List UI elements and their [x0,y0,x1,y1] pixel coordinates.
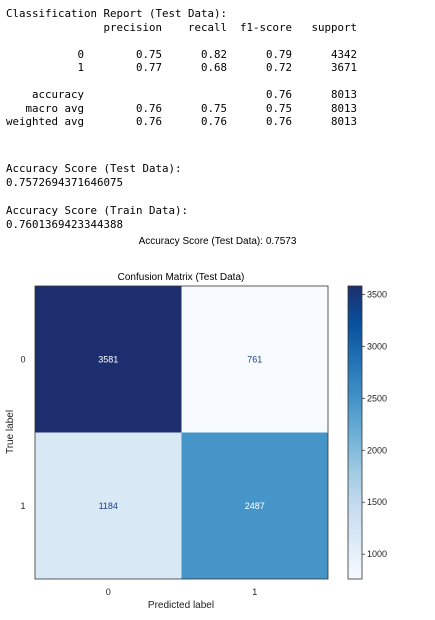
colorbar-tick-label: 3500 [367,289,387,299]
train-accuracy-title: Accuracy Score (Train Data): [6,204,189,217]
y-tick-label: 0 [20,354,25,364]
matrix-cell [181,432,328,579]
matrix-frame [34,285,329,580]
figure-suptitle: Accuracy Score (Test Data): 0.7573 [138,236,297,247]
matrix-cell [181,286,328,433]
y-axis-label: True label [5,410,16,454]
x-tick-label: 1 [252,587,257,597]
matrix-cell [35,286,182,433]
train-accuracy-value: 0.7601369423344388 [6,218,124,231]
cell-value-label: 2487 [245,501,265,511]
x-tick-label: 0 [106,587,111,597]
colorbar-tick-label: 2000 [367,445,387,455]
cell-value-label: 3581 [98,354,118,364]
cell-value-label: 1184 [99,501,118,511]
cell-value-label: 761 [247,354,262,364]
confusion-matrix-figure: Confusion Matrix (Test Data) 3581 761 1184… [5,272,387,611]
chart-title: Confusion Matrix (Test Data) [118,272,245,283]
colorbar-tick-label: 1500 [367,497,387,507]
colorbar-tick-label: 1000 [367,549,387,559]
colorbar-tick-label: 3000 [367,341,387,351]
test-accuracy-title: Accuracy Score (Test Data): [6,162,182,175]
classification-report-text: Classification Report (Test Data): preci… [6,7,358,128]
test-accuracy-value: 0.7572694371646075 [6,176,124,189]
matrix-cell [35,432,182,579]
colorbar-tick-label: 2500 [367,393,387,403]
y-tick-label: 1 [20,501,25,511]
x-axis-label: Predicted label [148,600,214,611]
colorbar [347,285,363,580]
